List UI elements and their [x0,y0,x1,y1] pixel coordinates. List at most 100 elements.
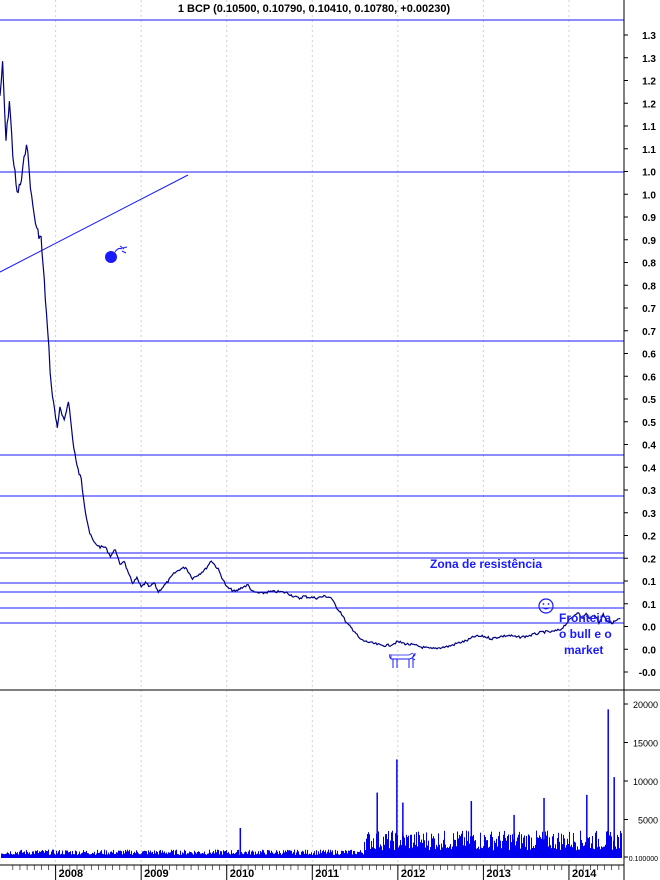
volume-bar [292,853,293,858]
volume-bar [9,854,10,858]
volume-bar [120,850,121,858]
volume-bar [162,850,163,858]
volume-bar [218,849,219,858]
volume-bar [117,852,118,858]
volume-bar [77,854,78,858]
volume-bar [612,849,613,858]
volume-bar [518,834,519,858]
volume-bar [146,851,147,858]
trendline-group [0,174,189,273]
volume-bar [429,850,430,858]
volume-bar [466,830,467,858]
smiley-icon [538,598,554,614]
volume-bar [70,851,71,858]
volume-bar [410,834,411,858]
volume-bar [50,854,51,858]
volume-bar [602,847,603,858]
volume-bar [32,851,33,858]
volume-bar [480,832,481,858]
volume-bar [165,853,166,858]
volume-bar [450,844,451,858]
volume-bar [456,846,457,858]
volume-bar [205,854,206,858]
volume-bar [145,850,146,858]
volume-bar [172,850,173,858]
bomb-icon [105,245,128,263]
volume-bar [337,850,338,858]
volume-bar [369,834,370,858]
volume-spike [239,827,242,858]
volume-bar [399,845,400,858]
volume-bar [535,844,536,858]
volume-bar [463,845,464,858]
volume-bar [438,833,439,858]
volume-bar [154,850,155,858]
volume-spike [402,802,404,858]
volume-bar [533,845,534,858]
volume-bar [7,852,8,858]
volume-bar [51,851,52,858]
volume-bar [616,848,617,858]
volume-bar [128,851,129,858]
volume-bar [331,851,332,858]
volume-bar [121,851,122,858]
volume-bar [181,854,182,858]
volume-bar [243,854,244,858]
volume-bar [223,850,224,858]
volume-bar [214,853,215,858]
volume-bar [169,852,170,858]
y-tick-label: 0.2 [642,554,656,565]
volume-bar [495,842,496,858]
volume-bar [164,851,165,858]
y-tick-label: 0.4 [642,441,656,452]
volume-bar [13,854,14,858]
volume-bar [527,849,528,858]
volume-bar [247,853,248,858]
volume-bar [382,850,383,858]
volume-bar [49,854,50,858]
volume-bar [465,845,466,858]
trendline [0,174,189,273]
volume-bar [211,853,212,858]
volume-bar [296,852,297,858]
volume-bar [65,850,66,858]
volume-bar [127,849,128,858]
volume-bar [8,853,9,858]
volume-bar [183,853,184,858]
y-tick-label: 0.5 [642,418,656,429]
volume-bar [618,837,619,858]
volume-bar [62,850,63,858]
volume-bar [317,854,318,858]
volume-bar [213,851,214,858]
volume-bar [91,853,92,858]
volume-bar [490,834,491,858]
volume-bar [271,850,272,858]
volume-bar [388,831,389,858]
volume-bar [415,844,416,858]
volume-bar [268,850,269,858]
volume-bar [455,840,456,858]
volume-bar [358,852,359,858]
volume-bar [555,844,556,858]
volume-bar [359,851,360,858]
volume-bar [152,851,153,858]
volume-bar [209,849,210,858]
volume-bar [411,834,412,858]
volume-bar [550,845,551,858]
x-tick-label: 2009 [144,868,168,880]
volume-bar [483,846,484,858]
volume-bar [530,849,531,858]
y-tick-label: 1.2 [642,77,656,88]
volume-bar [16,853,17,858]
volume-bar [520,848,521,858]
volume-bar [64,854,65,858]
volume-bar [235,853,236,858]
volume-bar [122,854,123,858]
volume-bar [576,850,577,858]
volume-bar [139,854,140,858]
volume-bar [464,837,465,858]
y-tick-label: 1.0 [642,168,656,179]
y-tick-label: 1.3 [642,54,656,65]
